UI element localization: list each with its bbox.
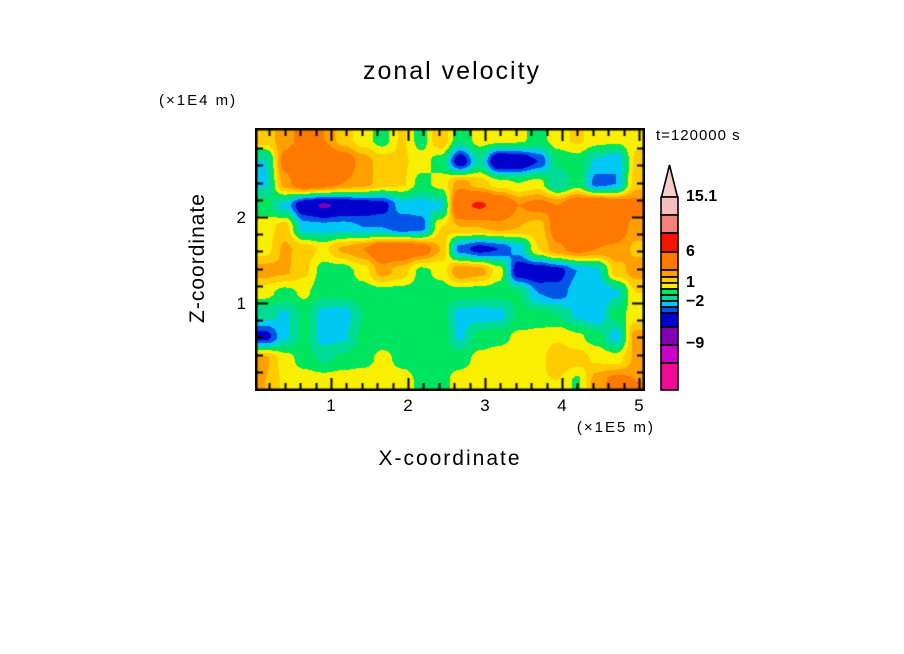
y-axis-units-label: (×1E4 m) (159, 92, 238, 109)
colorbar-label-neg9: −9 (686, 335, 705, 352)
plot-canvas (255, 128, 645, 391)
y-tick-label-2: 2 (236, 208, 246, 227)
x-axis-units-label: (×1E5 m) (576, 419, 655, 436)
colorbar-label-max: 15.1 (686, 188, 718, 205)
page-title: zonal velocity (362, 57, 542, 85)
y-tick-label-1: 1 (236, 294, 246, 313)
x-tick-label-3: 3 (480, 396, 490, 415)
y-axis-title: Z-coordinate (186, 193, 209, 323)
x-tick-label-4: 4 (557, 396, 567, 415)
colorbar-label-6: 6 (686, 243, 695, 260)
colorbar-svg (660, 164, 679, 391)
x-tick-label-1: 1 (326, 396, 336, 415)
colorbar-label-1: 1 (686, 274, 695, 291)
time-label: t=120000 s (656, 127, 741, 144)
x-tick-label-2: 2 (403, 396, 413, 415)
colorbar-label-neg2: −2 (686, 293, 705, 310)
x-tick-label-5: 5 (634, 396, 644, 415)
x-axis-title: X-coordinate (378, 447, 522, 470)
